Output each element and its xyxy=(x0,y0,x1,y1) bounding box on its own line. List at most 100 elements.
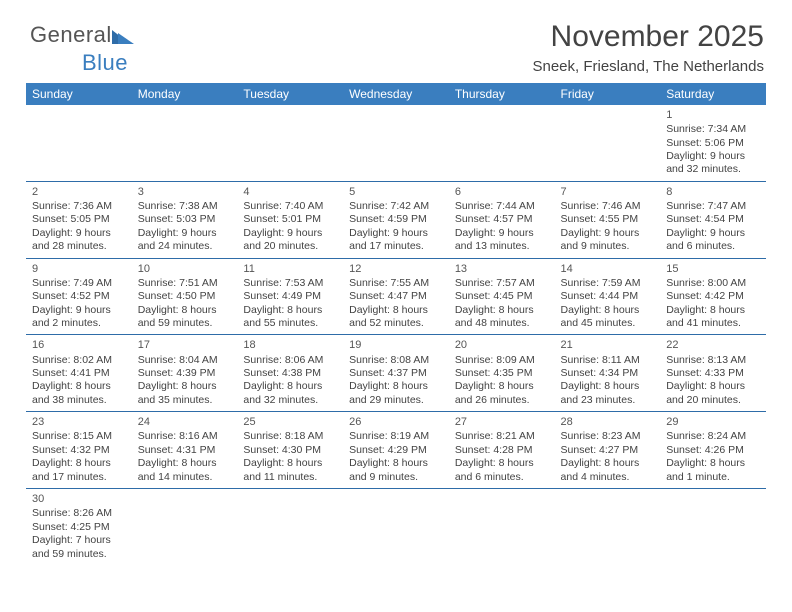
col-wed: Wednesday xyxy=(343,83,449,105)
sunrise-line: Sunrise: 7:44 AM xyxy=(455,200,549,213)
empty-cell xyxy=(555,489,661,565)
sunset-line: Sunset: 4:52 PM xyxy=(32,290,126,303)
empty-cell xyxy=(343,105,449,181)
day-number: 21 xyxy=(561,338,655,352)
day-number: 15 xyxy=(666,262,760,276)
sunset-line: Sunset: 4:31 PM xyxy=(138,444,232,457)
day-cell: 27Sunrise: 8:21 AMSunset: 4:28 PMDayligh… xyxy=(449,412,555,489)
sunrise-line: Sunrise: 8:23 AM xyxy=(561,430,655,443)
day-number: 22 xyxy=(666,338,760,352)
day-cell: 2Sunrise: 7:36 AMSunset: 5:05 PMDaylight… xyxy=(26,181,132,258)
col-mon: Monday xyxy=(132,83,238,105)
day-number: 9 xyxy=(32,262,126,276)
sunset-line: Sunset: 4:35 PM xyxy=(455,367,549,380)
day-number: 23 xyxy=(32,415,126,429)
calendar-row: 9Sunrise: 7:49 AMSunset: 4:52 PMDaylight… xyxy=(26,258,766,335)
daylight-line: Daylight: 9 hours and 28 minutes. xyxy=(32,227,126,254)
sunset-line: Sunset: 4:25 PM xyxy=(32,521,126,534)
sunrise-line: Sunrise: 7:51 AM xyxy=(138,277,232,290)
empty-cell xyxy=(449,489,555,565)
page-title: November 2025 xyxy=(26,20,764,54)
page-subtitle: Sneek, Friesland, The Netherlands xyxy=(26,58,764,75)
sunrise-line: Sunrise: 8:08 AM xyxy=(349,354,443,367)
day-cell: 13Sunrise: 7:57 AMSunset: 4:45 PMDayligh… xyxy=(449,258,555,335)
day-number: 12 xyxy=(349,262,443,276)
day-number: 16 xyxy=(32,338,126,352)
empty-cell xyxy=(237,489,343,565)
logo-triangle-icon xyxy=(112,24,134,50)
weekday-header-row: Sunday Monday Tuesday Wednesday Thursday… xyxy=(26,83,766,105)
sunrise-line: Sunrise: 8:06 AM xyxy=(243,354,337,367)
day-cell: 28Sunrise: 8:23 AMSunset: 4:27 PMDayligh… xyxy=(555,412,661,489)
day-cell: 11Sunrise: 7:53 AMSunset: 4:49 PMDayligh… xyxy=(237,258,343,335)
day-cell: 4Sunrise: 7:40 AMSunset: 5:01 PMDaylight… xyxy=(237,181,343,258)
col-sun: Sunday xyxy=(26,83,132,105)
sunrise-line: Sunrise: 8:09 AM xyxy=(455,354,549,367)
empty-cell xyxy=(555,105,661,181)
day-cell: 17Sunrise: 8:04 AMSunset: 4:39 PMDayligh… xyxy=(132,335,238,412)
sunrise-line: Sunrise: 8:26 AM xyxy=(32,507,126,520)
calendar-table: Sunday Monday Tuesday Wednesday Thursday… xyxy=(26,83,766,565)
daylight-line: Daylight: 8 hours and 41 minutes. xyxy=(666,304,760,331)
day-number: 4 xyxy=(243,185,337,199)
sunset-line: Sunset: 4:28 PM xyxy=(455,444,549,457)
sunrise-line: Sunrise: 8:00 AM xyxy=(666,277,760,290)
sunrise-line: Sunrise: 8:15 AM xyxy=(32,430,126,443)
day-cell: 29Sunrise: 8:24 AMSunset: 4:26 PMDayligh… xyxy=(660,412,766,489)
day-number: 30 xyxy=(32,492,126,506)
col-thu: Thursday xyxy=(449,83,555,105)
daylight-line: Daylight: 7 hours and 59 minutes. xyxy=(32,534,126,561)
day-number: 18 xyxy=(243,338,337,352)
sunset-line: Sunset: 4:33 PM xyxy=(666,367,760,380)
day-number: 8 xyxy=(666,185,760,199)
sunset-line: Sunset: 5:03 PM xyxy=(138,213,232,226)
col-tue: Tuesday xyxy=(237,83,343,105)
day-cell: 21Sunrise: 8:11 AMSunset: 4:34 PMDayligh… xyxy=(555,335,661,412)
day-cell: 5Sunrise: 7:42 AMSunset: 4:59 PMDaylight… xyxy=(343,181,449,258)
sunset-line: Sunset: 4:26 PM xyxy=(666,444,760,457)
day-cell: 3Sunrise: 7:38 AMSunset: 5:03 PMDaylight… xyxy=(132,181,238,258)
daylight-line: Daylight: 8 hours and 45 minutes. xyxy=(561,304,655,331)
sunrise-line: Sunrise: 7:38 AM xyxy=(138,200,232,213)
sunrise-line: Sunrise: 8:04 AM xyxy=(138,354,232,367)
daylight-line: Daylight: 8 hours and 17 minutes. xyxy=(32,457,126,484)
day-number: 13 xyxy=(455,262,549,276)
sunrise-line: Sunrise: 7:53 AM xyxy=(243,277,337,290)
sunrise-line: Sunrise: 7:49 AM xyxy=(32,277,126,290)
sunset-line: Sunset: 4:59 PM xyxy=(349,213,443,226)
sunset-line: Sunset: 5:05 PM xyxy=(32,213,126,226)
sunset-line: Sunset: 4:42 PM xyxy=(666,290,760,303)
daylight-line: Daylight: 8 hours and 32 minutes. xyxy=(243,380,337,407)
sunrise-line: Sunrise: 8:11 AM xyxy=(561,354,655,367)
daylight-line: Daylight: 9 hours and 9 minutes. xyxy=(561,227,655,254)
day-cell: 6Sunrise: 7:44 AMSunset: 4:57 PMDaylight… xyxy=(449,181,555,258)
empty-cell xyxy=(132,105,238,181)
calendar-row: 16Sunrise: 8:02 AMSunset: 4:41 PMDayligh… xyxy=(26,335,766,412)
day-cell: 7Sunrise: 7:46 AMSunset: 4:55 PMDaylight… xyxy=(555,181,661,258)
calendar-row: 23Sunrise: 8:15 AMSunset: 4:32 PMDayligh… xyxy=(26,412,766,489)
sunset-line: Sunset: 4:50 PM xyxy=(138,290,232,303)
daylight-line: Daylight: 8 hours and 6 minutes. xyxy=(455,457,549,484)
day-number: 14 xyxy=(561,262,655,276)
daylight-line: Daylight: 8 hours and 14 minutes. xyxy=(138,457,232,484)
sunset-line: Sunset: 4:38 PM xyxy=(243,367,337,380)
col-sat: Saturday xyxy=(660,83,766,105)
sunset-line: Sunset: 4:44 PM xyxy=(561,290,655,303)
day-cell: 26Sunrise: 8:19 AMSunset: 4:29 PMDayligh… xyxy=(343,412,449,489)
day-number: 1 xyxy=(666,108,760,122)
sunset-line: Sunset: 4:32 PM xyxy=(32,444,126,457)
daylight-line: Daylight: 9 hours and 2 minutes. xyxy=(32,304,126,331)
sunset-line: Sunset: 4:27 PM xyxy=(561,444,655,457)
daylight-line: Daylight: 8 hours and 52 minutes. xyxy=(349,304,443,331)
day-cell: 15Sunrise: 8:00 AMSunset: 4:42 PMDayligh… xyxy=(660,258,766,335)
day-cell: 22Sunrise: 8:13 AMSunset: 4:33 PMDayligh… xyxy=(660,335,766,412)
day-cell: 8Sunrise: 7:47 AMSunset: 4:54 PMDaylight… xyxy=(660,181,766,258)
sunset-line: Sunset: 5:01 PM xyxy=(243,213,337,226)
empty-cell xyxy=(237,105,343,181)
day-number: 3 xyxy=(138,185,232,199)
sunrise-line: Sunrise: 8:24 AM xyxy=(666,430,760,443)
sunrise-line: Sunrise: 7:47 AM xyxy=(666,200,760,213)
day-cell: 16Sunrise: 8:02 AMSunset: 4:41 PMDayligh… xyxy=(26,335,132,412)
day-cell: 24Sunrise: 8:16 AMSunset: 4:31 PMDayligh… xyxy=(132,412,238,489)
page-header: November 2025 Sneek, Friesland, The Neth… xyxy=(26,20,766,75)
